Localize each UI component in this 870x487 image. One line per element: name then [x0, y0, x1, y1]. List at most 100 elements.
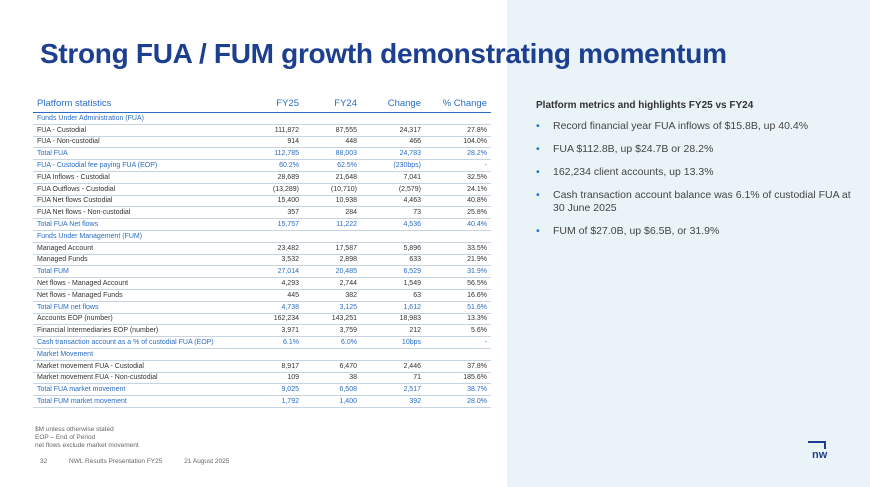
table-row: FUA Net flows - Non-custodial 357 284 73 25.…	[33, 206, 491, 220]
table-row: Market movement FUA - Non-custodial 109 38…	[33, 372, 491, 385]
highlights-list: • Record financial year FUA inflows of $1…	[536, 120, 856, 248]
highlight-item: • 162,234 client accounts, up 13.3%	[536, 166, 856, 179]
header-fy25: FY25	[237, 96, 303, 113]
nw-logo: nw	[808, 441, 832, 465]
cell-change: 4,536	[361, 218, 425, 231]
cell-fy25: 109	[237, 372, 303, 385]
cell-fy24	[303, 112, 361, 125]
cell-fy24: 382	[303, 289, 361, 302]
row-label: Accounts EOP (number)	[33, 313, 237, 326]
table-row: Net flows - Managed Account 4,293 2,744 1,5…	[33, 277, 491, 290]
cell-pct-change: 31.9%	[425, 265, 491, 279]
cell-change: 24,783	[361, 147, 425, 161]
highlight-item: • FUM of $27.0B, up $6.5B, or 31.9%	[536, 225, 856, 238]
logo-corner-mark	[808, 441, 826, 449]
footnote: $M unless otherwise stated	[35, 426, 114, 433]
cell-fy25: (13,289)	[237, 183, 303, 196]
cell-fy25: 27,014	[237, 265, 303, 279]
cell-fy25: 6.1%	[237, 336, 303, 349]
cell-fy25: 357	[237, 206, 303, 220]
cell-fy25: 60.2%	[237, 159, 303, 172]
footnotes: $M unless otherwise stated EOP – End of …	[35, 426, 139, 450]
table-row: Financial Intermediaries EOP (number) 3,9…	[33, 324, 491, 338]
cell-change: 24,317	[361, 124, 425, 137]
table-row: Managed Account 23,482 17,587 5,896 33.5%	[33, 242, 491, 255]
cell-fy24: 2,744	[303, 277, 361, 290]
row-label: FUA Outflows - Custodial	[33, 183, 237, 196]
table-section-row: Funds Under Management (FUM)	[33, 230, 491, 243]
row-label: FUA Inflows - Custodial	[33, 171, 237, 184]
header-change: Change	[361, 96, 425, 113]
cell-change: (2,579)	[361, 183, 425, 196]
table-row: FUA Inflows - Custodial 28,689 21,648 7,041…	[33, 171, 491, 184]
table-total-row: Cash transaction account as a % of custo…	[33, 336, 491, 349]
cell-fy25	[237, 230, 303, 243]
cell-fy24: 1,400	[303, 395, 361, 408]
cell-change: 7,041	[361, 171, 425, 184]
cell-pct-change: 40.8%	[425, 195, 491, 208]
cell-pct-change: 37.8%	[425, 360, 491, 373]
cell-fy25: 3,532	[237, 254, 303, 267]
bullet-icon: •	[536, 166, 540, 178]
cell-pct-change: -	[425, 159, 491, 172]
table-total-row: Total FUA market movement 9,025 6,508 2,517…	[33, 383, 491, 397]
row-label: Market Movement	[33, 348, 237, 361]
row-label: Total FUM market movement	[33, 395, 237, 408]
cell-fy25: 914	[237, 136, 303, 149]
row-label: FUA - Custodial fee paying FUA (EOP)	[33, 159, 237, 172]
cell-fy25	[237, 348, 303, 361]
row-label: FUA - Non-custodial	[33, 136, 237, 149]
highlights-panel-background	[507, 0, 870, 487]
cell-change: 18,983	[361, 313, 425, 326]
cell-change: 71	[361, 372, 425, 385]
highlight-text: Record financial year FUA inflows of $15…	[553, 120, 809, 132]
highlight-item: • Record financial year FUA inflows of $1…	[536, 120, 856, 133]
cell-change: 2,517	[361, 383, 425, 397]
row-label: Total FUM	[33, 265, 237, 279]
cell-pct-change: 27.8%	[425, 124, 491, 137]
cell-change: 466	[361, 136, 425, 149]
document-name: NWL Results Presentation FY25	[69, 458, 163, 465]
cell-change: (230bps)	[361, 159, 425, 172]
cell-fy24: 21,648	[303, 171, 361, 184]
row-label: Cash transaction account as a % of custo…	[33, 336, 237, 349]
table-total-row: Total FUM market movement 1,792 1,400 392 28…	[33, 395, 491, 408]
row-label: Total FUM net flows	[33, 301, 237, 314]
cell-change: 5,896	[361, 242, 425, 255]
cell-fy25: 111,872	[237, 124, 303, 137]
cell-pct-change: -	[425, 336, 491, 349]
highlight-text: 162,234 client accounts, up 13.3%	[553, 166, 714, 178]
cell-pct-change: 38.7%	[425, 383, 491, 397]
table-body: Funds Under Administration (FUA) FUA - Cu…	[33, 112, 491, 408]
cell-pct-change: 51.6%	[425, 301, 491, 314]
bullet-icon: •	[536, 225, 540, 237]
cell-fy24: 88,003	[303, 147, 361, 161]
cell-fy24: 20,485	[303, 265, 361, 279]
row-label: Total FUA	[33, 147, 237, 161]
table-total-row: FUA - Custodial fee paying FUA (EOP) 60.2…	[33, 159, 491, 172]
cell-fy25: 162,234	[237, 313, 303, 326]
cell-fy24: (10,710)	[303, 183, 361, 196]
table-total-row: Total FUM net flows 4,738 3,125 1,612 51.6%	[33, 301, 491, 314]
cell-change: 1,612	[361, 301, 425, 314]
row-label: Total FUA market movement	[33, 383, 237, 397]
cell-fy24: 11,222	[303, 218, 361, 231]
highlight-item: • FUA $112.8B, up $24.7B or 28.2%	[536, 143, 856, 156]
table-row: Market movement FUA - Custodial 8,917 6,47…	[33, 360, 491, 373]
row-label: Market movement FUA - Custodial	[33, 360, 237, 373]
bullet-icon: •	[536, 189, 540, 201]
highlights-heading: Platform metrics and highlights FY25 vs …	[536, 100, 754, 111]
cell-pct-change	[425, 230, 491, 243]
cell-fy24: 3,125	[303, 301, 361, 314]
cell-pct-change: 28.0%	[425, 395, 491, 408]
table-section-row: Funds Under Administration (FUA)	[33, 112, 491, 125]
row-label: Funds Under Administration (FUA)	[33, 112, 237, 125]
cell-fy24: 62.5%	[303, 159, 361, 172]
cell-change: 2,446	[361, 360, 425, 373]
document-date: 21 August 2025	[184, 458, 230, 465]
cell-change: 6,529	[361, 265, 425, 279]
cell-fy24: 3,759	[303, 324, 361, 338]
cell-fy24: 17,587	[303, 242, 361, 255]
table-row: FUA Net flows Custodial 15,400 10,938 4,463…	[33, 195, 491, 208]
header-fy24: FY24	[303, 96, 361, 113]
